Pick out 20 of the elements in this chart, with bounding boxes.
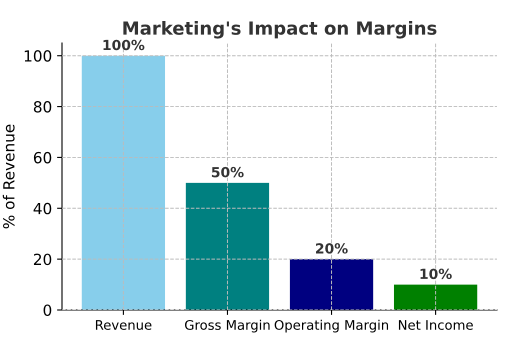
x-tick-label: Revenue [96,320,152,330]
bar [186,182,270,310]
x-tick-label: Gross Margin [184,320,270,332]
y-tick-label: 80 [34,101,52,113]
y-axis-title: % of Revenue [2,124,15,228]
y-tick-label: 20 [34,254,52,266]
bar [394,284,478,310]
data-label: 50% [212,166,244,178]
data-label: 10% [420,268,452,280]
bar [290,259,374,310]
y-tick-label: 0 [44,304,52,316]
bar [82,56,166,310]
y-tick-label: 60 [34,152,52,164]
x-tick-label: Operating Margin [274,320,388,332]
x-tick-label: Net Income [398,320,473,330]
data-label: 20% [316,243,348,254]
data-label: 100% [104,40,144,50]
chart-title: Marketing's Impact on Margins [123,20,436,39]
y-tick-label: 100 [24,50,52,62]
y-tick-label: 40 [34,202,52,214]
